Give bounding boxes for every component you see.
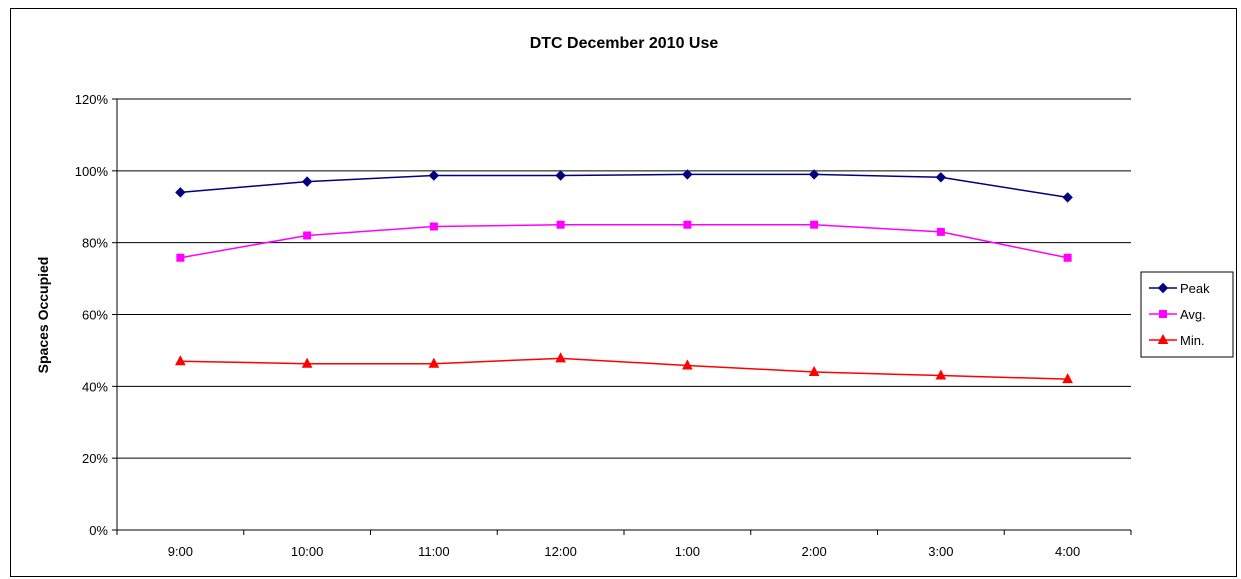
x-axis-ticks: 9:00 10:00 11:00 12:00 1:00 2:00 3:00 4:00 (116, 530, 1132, 559)
series-peak (175, 169, 1073, 203)
data-point-peak (555, 170, 566, 181)
data-point-avg (303, 231, 312, 240)
data-point-min (175, 355, 186, 366)
y-axis-label: Spaces Occupied (35, 257, 51, 374)
y-tick-label: 20% (82, 451, 108, 466)
series-min (175, 352, 1073, 384)
chart-frame (10, 8, 1237, 577)
data-point-peak (808, 169, 820, 180)
x-tick-label: 2:00 (801, 544, 826, 559)
legend-label-min: Min. (1180, 333, 1205, 348)
chart-title: DTC December 2010 Use (530, 35, 719, 52)
legend-label-peak: Peak (1180, 281, 1210, 296)
data-point-peak (301, 176, 313, 187)
series-avg (176, 220, 1072, 262)
x-tick-label: 9:00 (168, 544, 193, 559)
data-point-min (428, 357, 440, 368)
data-point-avg (556, 220, 565, 229)
y-tick-label: 80% (82, 236, 108, 251)
data-point-peak (935, 172, 947, 183)
x-tick-label: 10:00 (291, 544, 324, 559)
data-point-avg (429, 222, 438, 231)
data-point-avg (1063, 253, 1072, 262)
legend-marker-min (1157, 333, 1169, 344)
x-tick-label: 1:00 (675, 544, 700, 559)
data-point-min (682, 359, 693, 370)
data-point-peak (175, 187, 186, 198)
x-tick-label: 4:00 (1055, 544, 1080, 559)
series-layer (175, 169, 1073, 384)
gridlines (117, 98, 1131, 459)
legend-marker-avg (1159, 310, 1167, 318)
data-point-peak (1062, 192, 1073, 203)
legend-label-avg: Avg. (1180, 307, 1206, 322)
series-line-min (180, 357, 1068, 380)
y-tick-label: 60% (82, 308, 108, 323)
data-point-peak (428, 170, 440, 181)
series-line-avg (180, 223, 1068, 259)
data-point-min (301, 357, 313, 368)
data-point-min (1062, 373, 1073, 384)
x-tick-label: 3:00 (928, 544, 953, 559)
data-point-avg (936, 227, 945, 236)
legend: Peak Avg. Min. (1140, 271, 1234, 358)
y-tick-label: 120% (75, 92, 109, 107)
y-tick-label: 100% (75, 164, 109, 179)
data-point-avg (683, 220, 692, 229)
y-tick-label: 0% (89, 523, 108, 538)
data-point-peak (682, 169, 693, 180)
data-point-min (935, 369, 947, 380)
legend-marker-peak (1157, 282, 1169, 294)
y-tick-label: 40% (82, 379, 108, 394)
data-point-min (808, 365, 820, 376)
data-point-min (555, 352, 566, 363)
x-tick-label: 12:00 (544, 544, 577, 559)
series-line-peak (180, 173, 1068, 199)
data-point-avg (810, 220, 819, 229)
x-tick-label: 11:00 (418, 544, 450, 559)
y-axis-ticks: 0% 20% 40% 60% 80% 100% 120% (75, 92, 117, 538)
data-point-avg (176, 253, 185, 262)
